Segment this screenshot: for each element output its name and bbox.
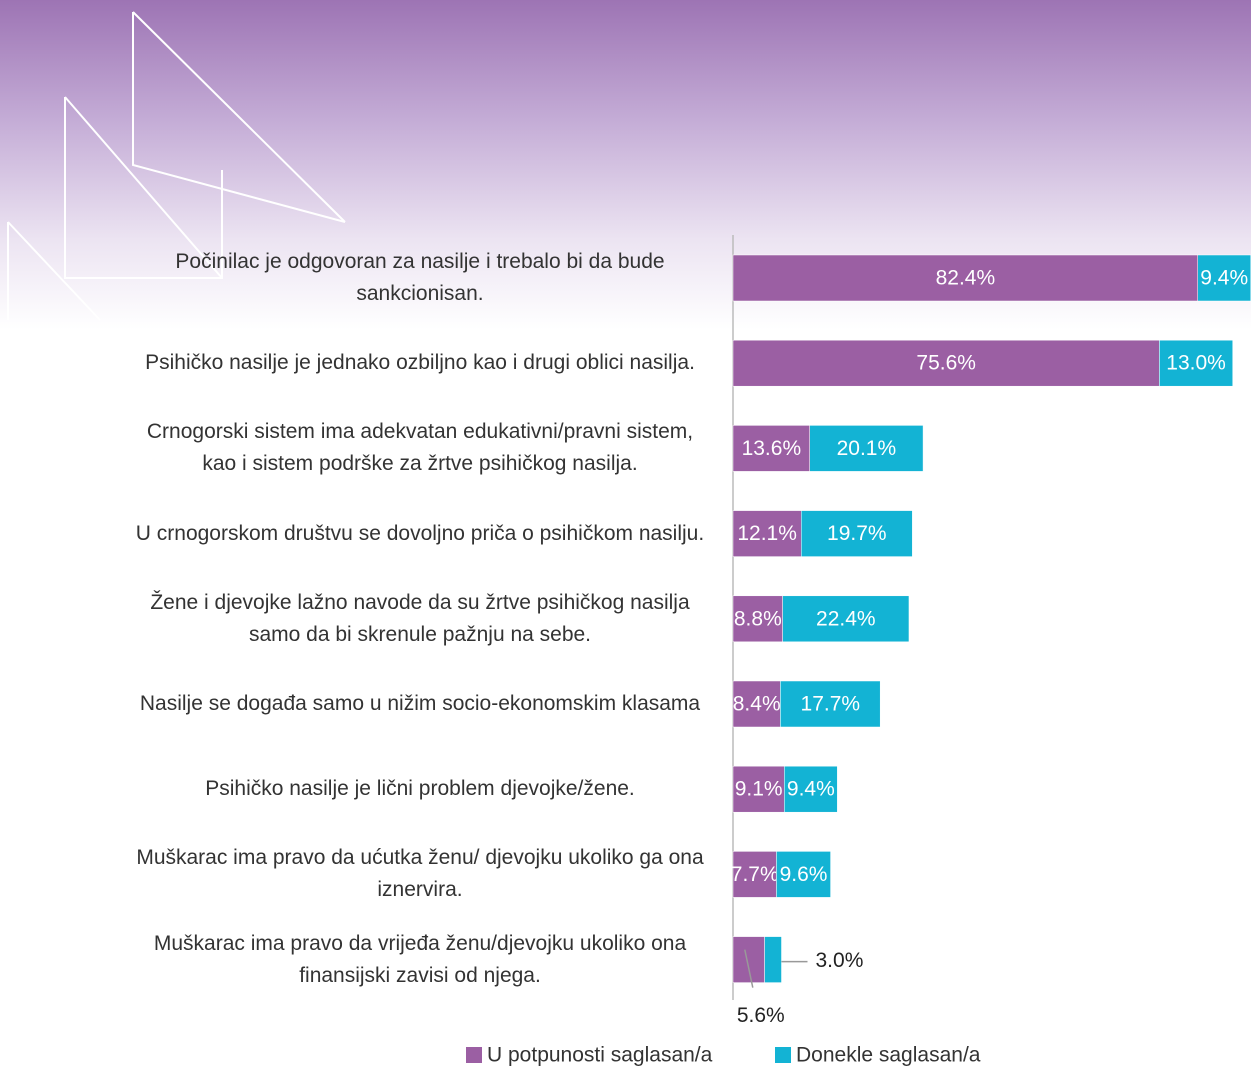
value-label: 20.1%: [837, 437, 897, 460]
legend-label: Donekle saglasan/a: [796, 1044, 981, 1067]
value-label: 7.7%: [731, 863, 779, 886]
bar: [732, 765, 785, 813]
legend-swatch: [466, 1047, 482, 1063]
value-label: 5.6%: [737, 1004, 785, 1027]
bar: [764, 936, 782, 983]
bar: [732, 680, 781, 728]
value-label: 13.0%: [1166, 352, 1226, 375]
value-label: 82.4%: [936, 267, 996, 290]
value-label: 19.7%: [827, 522, 887, 545]
bar: [800, 510, 913, 557]
legend-swatch: [775, 1047, 791, 1063]
bar: [784, 765, 838, 813]
leader-line: [744, 949, 754, 988]
value-label: 12.1%: [737, 522, 797, 545]
category-label: Nasilje se događa samo u nižim socio-eko…: [139, 692, 701, 715]
category-label: Muškarac ima pravo da ućutka ženu/ djevo…: [136, 846, 704, 902]
category-label: Muškarac ima pravo da vrijeđa ženu/djevo…: [153, 931, 687, 987]
bar: [732, 595, 783, 643]
value-label: 75.6%: [916, 352, 976, 375]
bar: [780, 680, 881, 728]
value-label: 3.0%: [816, 949, 864, 972]
category-label: Psihičko nasilje je jednako ozbiljno kao…: [145, 351, 695, 375]
bar: [732, 936, 765, 983]
bar: [776, 851, 831, 898]
value-label: 13.6%: [742, 437, 802, 460]
value-label: 17.7%: [801, 693, 861, 716]
value-label: 8.4%: [733, 693, 781, 716]
value-label: 8.8%: [734, 607, 782, 630]
bar: [809, 425, 924, 472]
value-label: 9.6%: [780, 863, 828, 886]
category-label: U crnogorskom društvu se dovoljno priča …: [135, 521, 705, 545]
bar: [732, 851, 777, 898]
value-label: 9.1%: [735, 778, 783, 801]
bar: [1159, 339, 1233, 387]
legend-label: U potpunosti saglasan/a: [487, 1044, 713, 1067]
bar: [732, 339, 1160, 387]
bar: [1197, 254, 1251, 302]
bar: [732, 510, 802, 557]
decoration: [7, 11, 346, 321]
value-label: 9.4%: [1200, 267, 1248, 290]
category-label: Psihičko nasilje je lični problem djevoj…: [205, 777, 635, 801]
value-label: 9.4%: [787, 778, 835, 801]
value-label: 22.4%: [816, 607, 876, 630]
bar: [732, 254, 1198, 302]
category-label: Žene i djevojke lažno navode da su žrtve…: [150, 590, 690, 646]
bar: [732, 425, 810, 472]
bar: [782, 595, 910, 643]
category-label: Počinilac je odgovoran za nasilje i treb…: [175, 250, 665, 305]
category-label: Crnogorski sistem ima adekvatan edukativ…: [146, 420, 694, 476]
